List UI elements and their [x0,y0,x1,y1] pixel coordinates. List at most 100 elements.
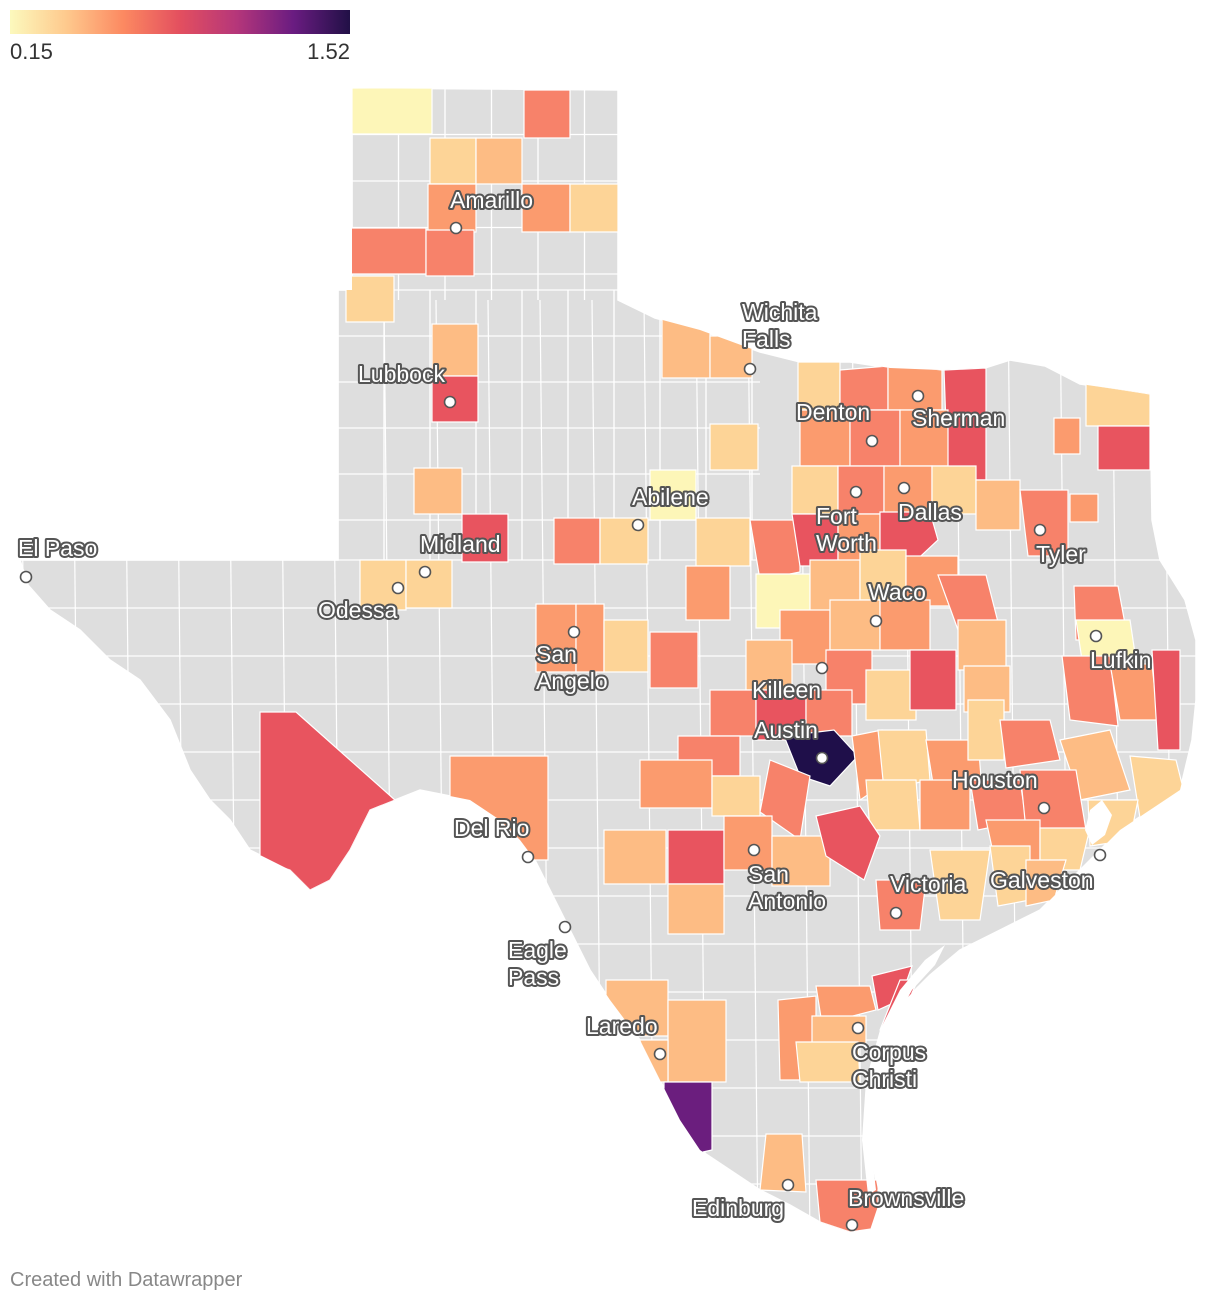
county-shape [957,619,1007,671]
city-marker [1089,629,1103,643]
city-label: Del Rio [454,815,529,841]
county-shape [815,805,881,881]
city-label: Fort [816,503,858,529]
city-label: Killeen [752,677,821,703]
county-shape [1061,655,1119,727]
city-label: Houston [952,767,1038,793]
county-border [123,299,135,1232]
city-label: Amarillo [450,187,533,213]
galveston-bay [1085,800,1112,845]
city-marker [1093,848,1107,862]
county-shape [929,849,991,921]
city-marker [567,625,581,639]
city-marker [631,518,645,532]
city-marker [449,221,463,235]
county-shape [425,229,475,277]
city-label: Denton [796,399,870,425]
county-shape [695,517,751,567]
city-marker [19,570,33,584]
county-shape [711,775,761,817]
city-label: Angelo [536,668,608,694]
county-shape [475,137,523,185]
county-shape [909,649,957,711]
county-shape [449,755,549,861]
county-shape [429,137,477,185]
county-shape [887,363,943,411]
city-marker [911,389,925,403]
city-label: Brownsville [848,1185,964,1211]
county-shape [759,1133,807,1193]
city-marker [521,850,535,864]
county-shape [351,88,433,135]
city-marker [815,751,829,765]
city-marker [845,1218,859,1232]
county-shape [999,719,1061,769]
county-shape [1129,755,1187,819]
city-marker [781,1178,795,1192]
county-border [20,299,31,1232]
city-label: Wichita [742,299,818,325]
city-marker [418,565,432,579]
city-label: Victoria [890,871,966,897]
county-shape [427,183,477,233]
city-label: Dallas [898,499,962,525]
city-marker [443,395,457,409]
city-marker [1037,801,1051,815]
city-marker [869,614,883,628]
city-label: Worth [816,530,877,556]
county-shape [709,689,757,737]
county-shape [667,883,725,935]
city-marker [849,485,863,499]
credit-text: Created with Datawrapper [10,1269,243,1291]
county-border [175,299,187,1232]
city-marker [897,481,911,495]
city-label: Christi [852,1066,917,1092]
legend-min-label: 0.15 [10,39,53,64]
city-label: Sherman [912,405,1005,431]
city-marker [815,661,829,675]
county-shape [413,467,463,515]
county-shape [975,479,1021,531]
city-marker [851,1021,865,1035]
county-shape [875,879,927,931]
county-shape [709,423,759,471]
county-shape [967,699,1005,761]
city-label: San [536,641,577,667]
county-shape [815,985,877,1025]
county-shape [667,829,725,885]
county-shape [1151,649,1181,751]
coastal-lagoon [862,945,945,1195]
county-shape [523,89,571,139]
color-legend: 0.15 1.52 [10,10,350,65]
city-label: Odessa [318,597,397,623]
city-label: Lufkin [1090,647,1151,673]
city-label: Edinburg [692,1195,784,1221]
county-shape [639,759,713,809]
city-label: Falls [742,326,791,352]
city-label: Lubbock [358,361,445,387]
county-shape [1069,493,1099,523]
city-marker [747,843,761,857]
county-shape [865,779,921,831]
county-shape [575,603,605,673]
county-shape [1053,417,1081,455]
county-shape [639,1039,669,1083]
county-shape [553,517,601,565]
city-marker [391,581,405,595]
county-shape [359,559,407,611]
county-shape [603,829,667,885]
legend-gradient-bar [10,10,350,34]
city-label: Galveston [990,867,1094,893]
county-shape [795,1041,861,1083]
city-label: Waco [868,579,926,605]
county-shape [1075,619,1137,661]
city-label: Abilene [632,484,709,510]
city-label: Pass [508,964,559,990]
city-label: El Paso [18,535,97,561]
county-shape [667,999,727,1083]
county-shape [919,779,971,831]
county-shape [811,1015,867,1047]
city-label: Tyler [1036,541,1086,567]
